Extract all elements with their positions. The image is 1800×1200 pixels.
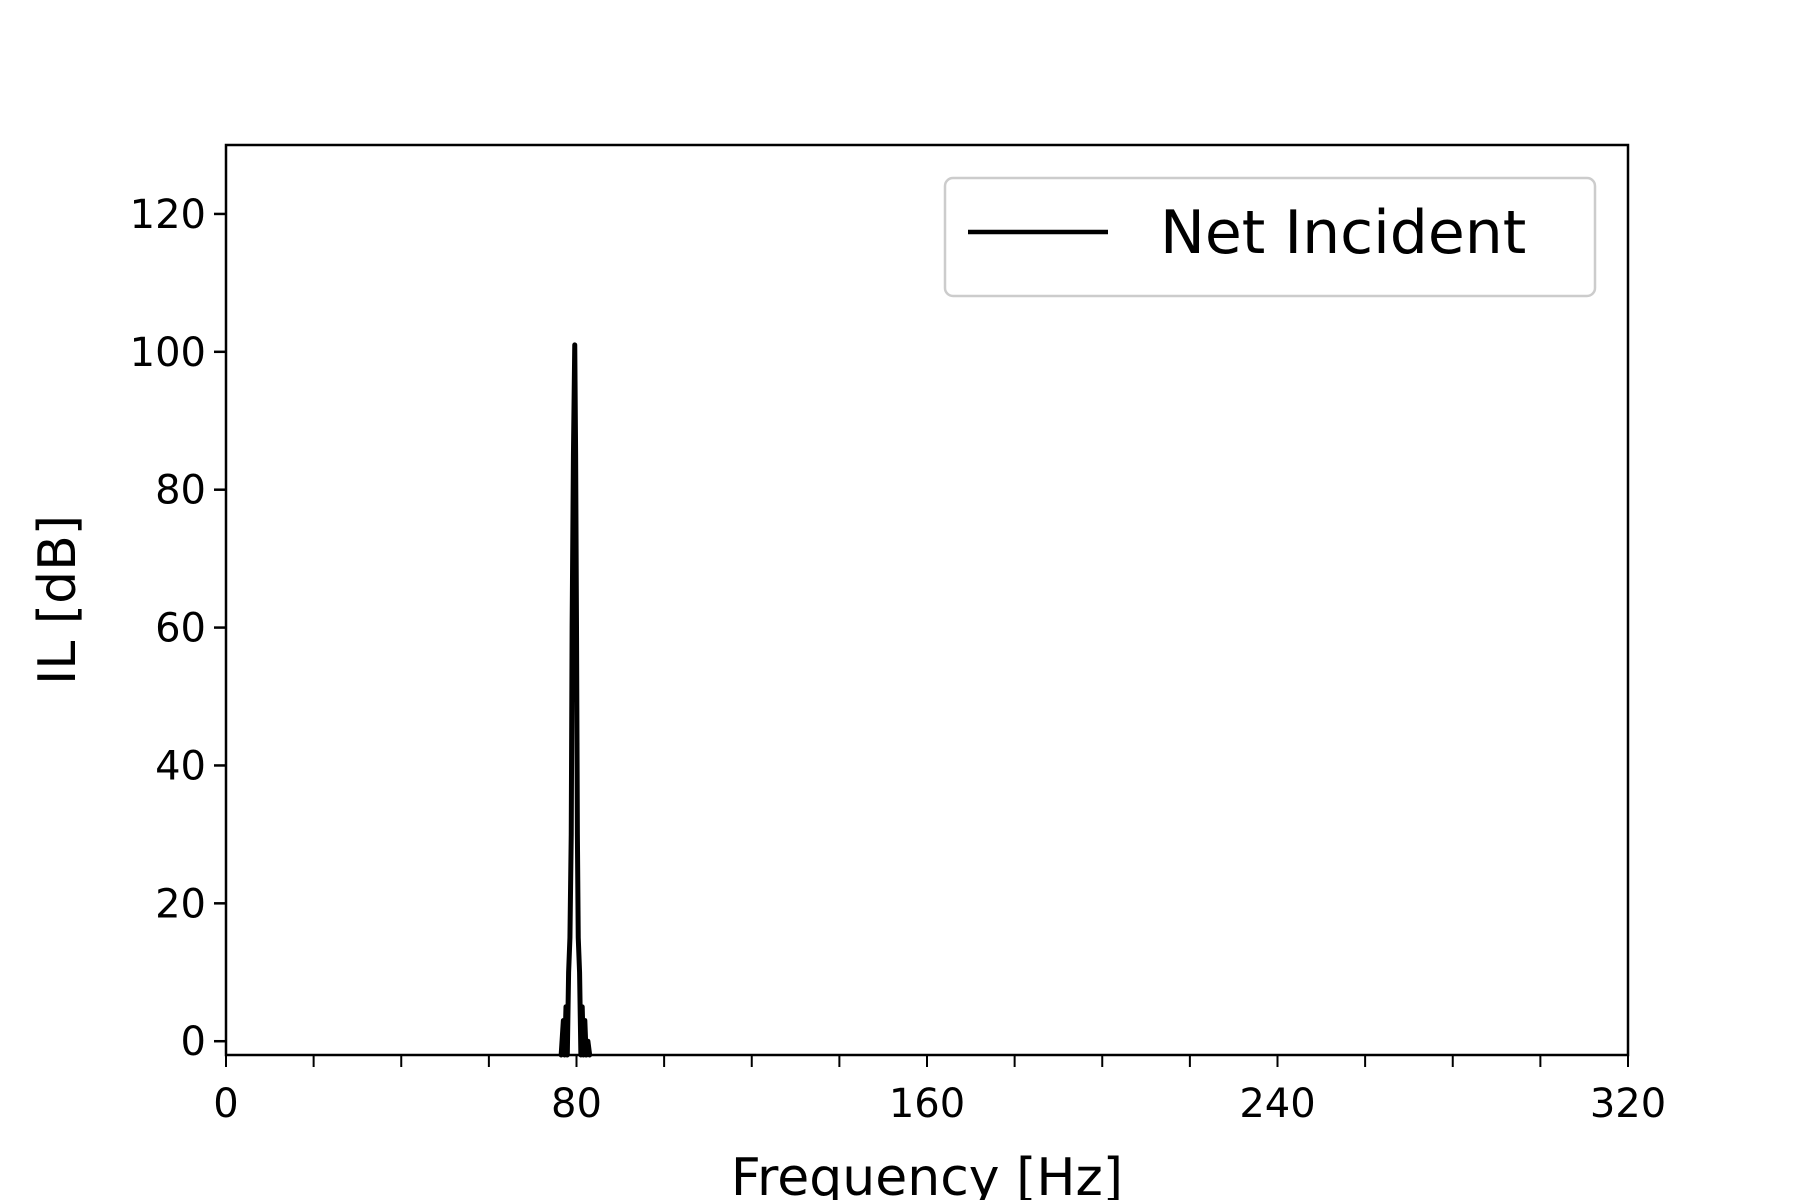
y-tick-label: 20 [155,881,206,927]
y-tick-label: 80 [155,468,206,514]
y-tick-label: 0 [181,1019,206,1065]
legend-box [943,176,1597,298]
x-tick-label: 240 [1239,1081,1315,1127]
y-tick-label: 40 [155,743,206,789]
legend[interactable]: Net Incident [943,176,1597,298]
x-tick-label: 320 [1590,1081,1666,1127]
x-tick-label: 0 [213,1081,238,1127]
series-layer [558,342,593,1058]
plot-frame [224,143,1630,1057]
x-axis-ticks: 0 80 160 240 320 [213,1055,1666,1127]
y-axis-ticks: 0 20 40 60 80 100 120 [130,192,226,1065]
y-tick-label: 100 [130,330,206,376]
x-tick-label: 80 [551,1081,602,1127]
series-line [558,342,593,1058]
legend-label: Net Incident [1160,198,1526,268]
x-tick-label: 160 [889,1081,965,1127]
y-axis-label: IL [dB] [28,515,88,685]
y-tick-label: 120 [130,192,206,238]
y-tick-label: 60 [155,606,206,652]
x-axis-label: Frequency [Hz] [731,1148,1123,1200]
